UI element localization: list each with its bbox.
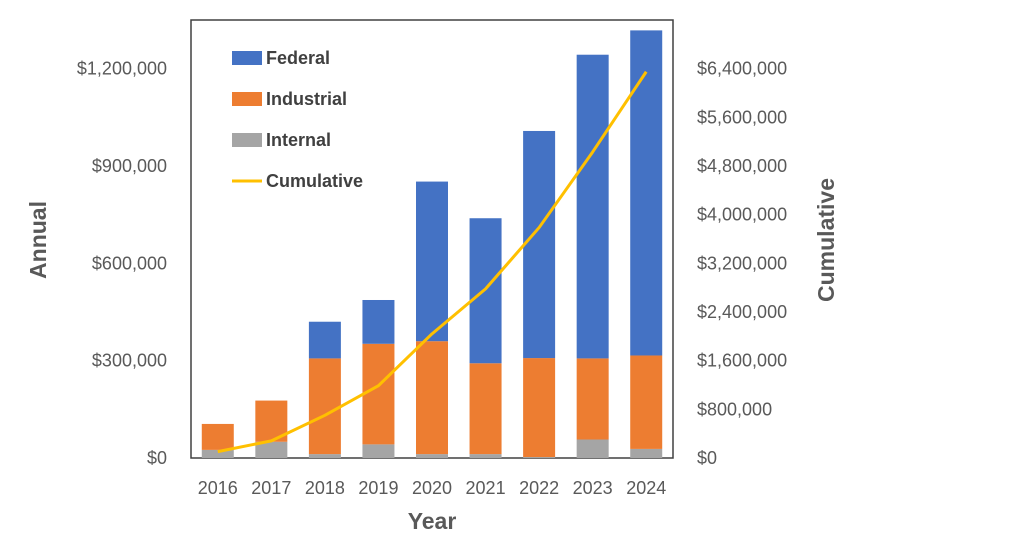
bar-industrial-2020 bbox=[416, 341, 448, 455]
left-axis-ticks: $0 $300,000 $600,000 $900,000 $1,200,000 bbox=[77, 59, 167, 468]
x-tick-label: 2019 bbox=[358, 478, 398, 498]
legend: Federal Industrial Internal Cumulative bbox=[232, 48, 363, 191]
y-tick-label: $600,000 bbox=[92, 253, 167, 273]
y2-tick-label: $1,600,000 bbox=[697, 351, 787, 371]
bar-internal-2024 bbox=[630, 448, 663, 458]
bar-internal-2023 bbox=[576, 439, 609, 458]
bar-internal-2021 bbox=[469, 454, 502, 458]
y2-tick-label: $5,600,000 bbox=[697, 107, 787, 127]
legend-label-cumulative: Cumulative bbox=[266, 171, 363, 191]
bar-internal-2016 bbox=[201, 449, 234, 458]
legend-label-industrial: Industrial bbox=[266, 89, 347, 109]
y-tick-label: $300,000 bbox=[92, 351, 167, 371]
bar-industrial-2024 bbox=[630, 355, 663, 449]
x-axis-title: Year bbox=[408, 508, 457, 534]
bar-industrial-2022 bbox=[523, 358, 556, 458]
x-tick-label: 2024 bbox=[626, 478, 666, 498]
y2-tick-label: $0 bbox=[697, 448, 717, 468]
y2-tick-label: $2,400,000 bbox=[697, 302, 787, 322]
y2-tick-label: $3,200,000 bbox=[697, 253, 787, 273]
y-tick-label: $0 bbox=[147, 448, 167, 468]
x-tick-label: 2020 bbox=[412, 478, 452, 498]
cumulative-line bbox=[217, 70, 648, 454]
y2-axis-title: Cumulative bbox=[813, 178, 839, 302]
bar-federal-2019 bbox=[362, 299, 395, 344]
legend-swatch-internal bbox=[232, 133, 262, 147]
x-tick-label: 2018 bbox=[305, 478, 345, 498]
bar-industrial-2023 bbox=[576, 358, 609, 440]
bars bbox=[201, 30, 663, 458]
y-tick-label: $900,000 bbox=[92, 156, 167, 176]
y-axis-title: Annual bbox=[25, 201, 51, 279]
bar-internal-2020 bbox=[416, 454, 448, 458]
bar-industrial-2016 bbox=[201, 423, 234, 450]
y2-tick-label: $4,000,000 bbox=[697, 205, 787, 225]
legend-swatch-industrial bbox=[232, 92, 262, 106]
bar-industrial-2019 bbox=[362, 343, 395, 445]
right-axis-ticks: $0 $800,000 $1,600,000 $2,400,000 $3,200,000… bbox=[697, 59, 787, 468]
bar-industrial-2021 bbox=[469, 363, 502, 455]
x-axis-ticks: 2016 2017 2018 2019 2020 2021 2022 2023 2024 bbox=[198, 478, 666, 498]
x-tick-label: 2023 bbox=[573, 478, 613, 498]
bar-federal-2023 bbox=[576, 54, 609, 359]
legend-swatch-federal bbox=[232, 51, 262, 65]
bar-internal-2018 bbox=[308, 454, 341, 458]
legend-label-federal: Federal bbox=[266, 48, 330, 68]
x-tick-label: 2016 bbox=[198, 478, 238, 498]
y2-tick-label: $800,000 bbox=[697, 399, 772, 419]
bar-federal-2022 bbox=[523, 130, 556, 359]
y-tick-label: $1,200,000 bbox=[77, 59, 167, 79]
bar-internal-2017 bbox=[255, 441, 288, 458]
bar-internal-2022 bbox=[523, 457, 556, 458]
x-tick-label: 2017 bbox=[251, 478, 291, 498]
x-tick-label: 2021 bbox=[466, 478, 506, 498]
y2-tick-label: $4,800,000 bbox=[697, 156, 787, 176]
bar-federal-2018 bbox=[308, 321, 341, 359]
bar-federal-2024 bbox=[630, 30, 663, 356]
x-tick-label: 2022 bbox=[519, 478, 559, 498]
legend-label-internal: Internal bbox=[266, 130, 331, 150]
bar-federal-2020 bbox=[416, 181, 448, 342]
bar-industrial-2018 bbox=[308, 358, 341, 455]
y2-tick-label: $6,400,000 bbox=[697, 59, 787, 79]
cumulative-line-layer bbox=[217, 70, 648, 454]
bar-internal-2019 bbox=[362, 444, 395, 458]
